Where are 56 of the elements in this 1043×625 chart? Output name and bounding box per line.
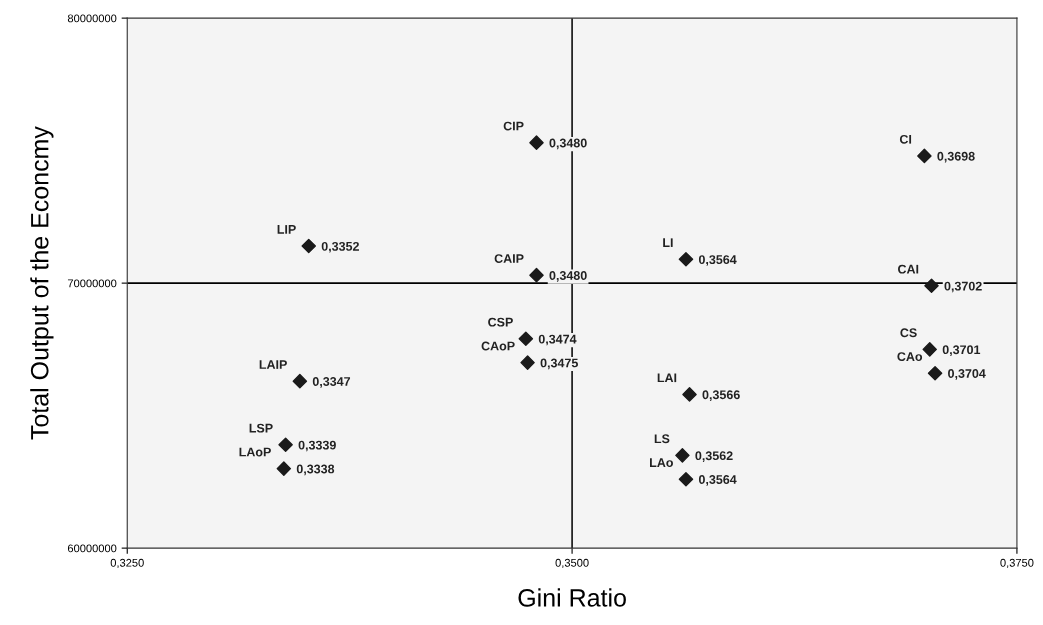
point xyxy=(518,331,534,347)
annotation: 0,3339 xyxy=(298,440,336,452)
annotation: LIP xyxy=(277,225,296,234)
point xyxy=(292,373,308,389)
point xyxy=(276,461,292,476)
annotation: 0,3566 xyxy=(702,390,740,401)
annotation: LSP xyxy=(249,423,273,433)
point xyxy=(301,238,317,254)
x-tick-label: 0,3750 xyxy=(1000,558,1034,569)
annotation: CAIP xyxy=(494,254,524,263)
point xyxy=(678,471,694,487)
y-tick-label: 70000000 xyxy=(67,279,117,288)
annotation: CIP xyxy=(503,121,524,131)
annotation: 0,3704 xyxy=(948,369,986,380)
annotation: CAo xyxy=(897,352,923,362)
point xyxy=(924,278,939,294)
annotation: CAoP xyxy=(481,341,515,351)
point xyxy=(682,387,697,402)
annotation: 0,3564 xyxy=(698,475,737,486)
annotation: 0,3702 xyxy=(944,281,982,293)
point xyxy=(678,251,694,267)
annotation: 0,3475 xyxy=(540,358,578,370)
annotation: 0,3474 xyxy=(538,334,577,346)
annotation: 0,3480 xyxy=(549,138,587,150)
point xyxy=(529,135,544,150)
point xyxy=(278,437,293,453)
point xyxy=(529,267,544,283)
annotation: 0,3564 xyxy=(698,255,737,266)
annotation: 0,3352 xyxy=(321,241,359,253)
y-tick-label: 60000000 xyxy=(67,544,117,553)
point xyxy=(917,148,932,164)
annotation: 0,3562 xyxy=(695,451,733,462)
x-tick-label: 0,3500 xyxy=(555,558,589,569)
annotation: LAo xyxy=(650,458,673,468)
x-axis-title: Gini Ratio xyxy=(518,588,626,607)
annotation: 0,3698 xyxy=(937,151,975,163)
annotation: CS xyxy=(900,328,917,338)
annotation: LS xyxy=(654,434,670,444)
x-tick-label: 0,3250 xyxy=(110,558,144,569)
point xyxy=(520,355,535,370)
annotation: 0,3701 xyxy=(942,345,981,356)
y-axis-title: Total Output of the Econcmy xyxy=(30,126,54,440)
annotation: LAIP xyxy=(259,360,287,369)
annotation: CSP xyxy=(488,317,513,327)
point xyxy=(675,448,690,463)
annotation: CAI xyxy=(898,264,919,274)
point xyxy=(922,342,938,357)
annotation: LAoP xyxy=(239,447,271,457)
annotation: 0,3480 xyxy=(549,271,587,282)
annotation: 0,3338 xyxy=(296,464,335,476)
point xyxy=(927,365,943,381)
annotation: LAI xyxy=(657,373,677,383)
annotation: 0,3347 xyxy=(312,377,351,388)
y-tick-label: 80000000 xyxy=(67,14,117,23)
annotation: LI xyxy=(663,238,673,247)
annotation: CI xyxy=(899,134,912,144)
